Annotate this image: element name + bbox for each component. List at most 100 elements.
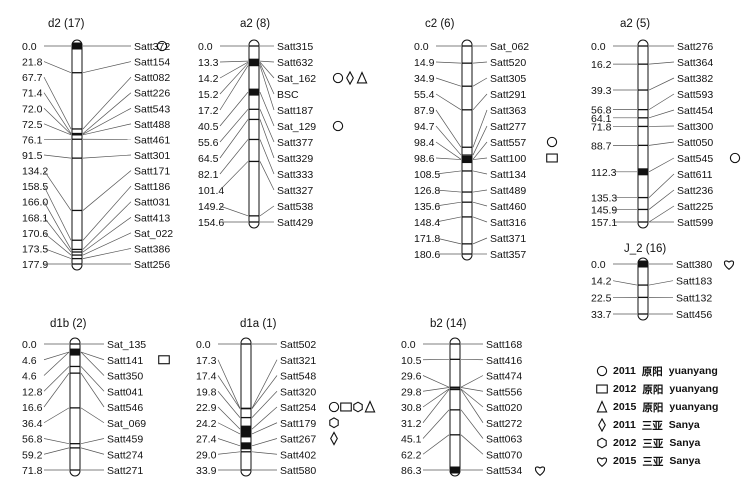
marker-label: Satt454: [677, 105, 713, 117]
position-connector: [435, 170, 462, 175]
qtl-symbols: [534, 466, 546, 476]
marker-label: Satt382: [677, 73, 713, 85]
marker-label: Satt461: [134, 134, 170, 146]
marker-connector: [251, 359, 278, 409]
position-connector: [43, 76, 72, 130]
marker-connector: [82, 232, 132, 256]
marker-connector: [80, 447, 105, 455]
linkage-group: c2 (6) 0.0 14.9 34.9 55.4 87.9 94.7 98.4 98.6 108…: [414, 18, 558, 261]
marker-connector: [648, 189, 675, 210]
marker-connector: [648, 77, 675, 91]
marker-label: Satt538: [277, 201, 313, 213]
chromosome-bar: [449, 337, 461, 477]
qtl-region: [638, 260, 648, 268]
position-label: 86.3: [401, 465, 422, 477]
position-label: 15.2: [198, 89, 219, 101]
marker-label: Satt141: [107, 355, 143, 367]
marker-label: Satt186: [134, 181, 170, 193]
marker-label: Satt070: [486, 449, 522, 461]
marker-label: Satt520: [490, 57, 526, 69]
position-connector: [219, 109, 249, 143]
position-label: 149.2: [198, 201, 224, 213]
position-label: 4.6: [22, 371, 37, 383]
diamond-icon: [330, 431, 338, 446]
position-connector: [43, 154, 72, 159]
position-label: 154.6: [198, 217, 224, 229]
position-label: 171.8: [414, 233, 440, 245]
marker-label: BSC: [277, 89, 299, 101]
marker-label: Satt429: [277, 217, 313, 229]
qtl-symbols: [330, 431, 338, 446]
marker-label: Satt031: [134, 197, 170, 209]
marker-label: Satt548: [280, 371, 316, 383]
marker-label: Satt489: [490, 185, 526, 197]
marker-connector: [460, 387, 484, 392]
position-connector: [217, 391, 241, 418]
marker-connector: [80, 407, 105, 424]
qtl-symbols: [332, 70, 368, 86]
group-title: d1a (1): [240, 318, 277, 330]
position-label: 135.6: [414, 201, 440, 213]
legend-site: yuanyang: [669, 383, 719, 395]
position-connector: [422, 388, 450, 408]
marker-label: Satt225: [677, 201, 713, 213]
marker-connector: [251, 406, 278, 430]
marker-label: Satt267: [280, 434, 316, 446]
position-label: 34.9: [414, 73, 435, 85]
marker-label: Satt315: [277, 41, 313, 53]
marker-connector: [82, 201, 132, 250]
group-title: c2 (6): [425, 18, 455, 30]
position-label: 55.6: [198, 137, 219, 149]
hexagon-icon: [597, 437, 607, 449]
position-label: 98.4: [414, 137, 435, 149]
marker-label: Satt402: [280, 449, 316, 461]
marker-connector: [648, 173, 675, 198]
group-title: a2 (8): [240, 18, 270, 30]
marker-connector: [82, 92, 132, 134]
marker-label: Satt364: [677, 57, 713, 69]
position-connector: [43, 232, 72, 256]
marker-label: Satt100: [490, 153, 526, 165]
position-label: 17.2: [198, 105, 219, 117]
circle-icon: [328, 401, 340, 413]
position-label: 180.6: [414, 249, 440, 261]
position-label: 67.7: [22, 72, 43, 84]
marker-label: Sat_069: [107, 418, 146, 430]
marker-connector: [648, 93, 675, 110]
qtl-symbols: [546, 153, 558, 163]
linkage-group: b2 (14) 0.0 10.5 29.6 29.8 30.8 31.2 45.1 62.2 86…: [401, 318, 546, 477]
marker-label: Satt271: [107, 465, 143, 477]
square-icon: [158, 355, 170, 365]
marker-connector: [251, 391, 278, 418]
position-label: 12.8: [22, 386, 43, 398]
marker-label: Satt063: [486, 434, 522, 446]
marker-connector: [472, 170, 488, 175]
position-connector: [219, 161, 249, 191]
marker-connector: [472, 61, 488, 64]
legend-square-icon: [596, 384, 608, 394]
position-label: 112.3: [591, 167, 617, 179]
position-connector: [612, 280, 638, 286]
marker-label: Satt350: [107, 371, 143, 383]
legend-item: 2012 三亚 Sanya: [594, 434, 752, 452]
marker-connector: [82, 154, 132, 159]
marker-connector: [80, 351, 105, 361]
chromosome-bar: [637, 257, 649, 321]
legend-site: yuanyang: [669, 401, 719, 413]
position-label: 29.6: [401, 371, 422, 383]
square-icon: [546, 153, 558, 163]
position-label: 71.8: [591, 121, 612, 133]
position-label: 0.0: [401, 339, 416, 351]
legend-place: 原阳: [641, 365, 663, 378]
position-connector: [217, 375, 241, 409]
marker-connector: [82, 248, 132, 259]
marker-connector: [82, 61, 132, 74]
marker-label: Sat_135: [107, 339, 146, 351]
legend-year: 2015: [613, 455, 637, 467]
diamond-icon: [346, 70, 354, 86]
position-connector: [43, 351, 70, 361]
position-connector: [219, 63, 249, 95]
position-label: 135.3: [591, 193, 617, 205]
position-label: 39.3: [591, 85, 612, 97]
position-label: 71.8: [22, 465, 43, 477]
